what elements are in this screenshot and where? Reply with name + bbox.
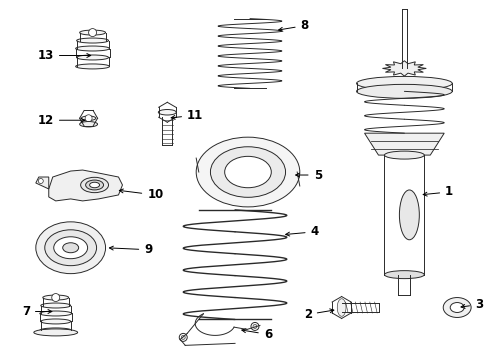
- Ellipse shape: [80, 122, 98, 127]
- Ellipse shape: [357, 84, 452, 98]
- Ellipse shape: [45, 230, 97, 266]
- Ellipse shape: [337, 299, 346, 316]
- Text: 4: 4: [286, 225, 319, 238]
- Ellipse shape: [357, 76, 452, 90]
- Ellipse shape: [41, 303, 71, 308]
- Ellipse shape: [41, 319, 71, 324]
- Circle shape: [89, 28, 97, 37]
- Ellipse shape: [76, 38, 108, 43]
- Ellipse shape: [90, 182, 99, 188]
- Polygon shape: [49, 170, 122, 201]
- Circle shape: [251, 323, 259, 330]
- Circle shape: [52, 293, 60, 302]
- Text: 5: 5: [295, 168, 322, 181]
- Ellipse shape: [210, 147, 286, 197]
- Ellipse shape: [86, 180, 103, 190]
- Polygon shape: [365, 133, 444, 155]
- Ellipse shape: [225, 156, 271, 188]
- Text: 6: 6: [242, 328, 272, 341]
- Ellipse shape: [76, 55, 108, 60]
- Ellipse shape: [40, 328, 72, 333]
- Text: 7: 7: [22, 305, 52, 318]
- Ellipse shape: [158, 109, 176, 115]
- Circle shape: [38, 179, 43, 184]
- Text: 2: 2: [304, 308, 334, 321]
- Polygon shape: [383, 61, 426, 76]
- Text: 13: 13: [38, 49, 91, 62]
- Ellipse shape: [81, 116, 96, 121]
- Ellipse shape: [36, 222, 105, 274]
- Ellipse shape: [81, 177, 108, 193]
- Ellipse shape: [34, 329, 77, 336]
- Ellipse shape: [196, 137, 300, 207]
- Ellipse shape: [63, 243, 78, 253]
- Circle shape: [253, 324, 257, 328]
- Text: 11: 11: [171, 109, 203, 122]
- Polygon shape: [36, 177, 49, 189]
- Ellipse shape: [399, 190, 419, 240]
- Ellipse shape: [385, 151, 424, 159]
- Text: 10: 10: [120, 188, 164, 202]
- Circle shape: [181, 336, 185, 339]
- Text: 9: 9: [109, 243, 152, 256]
- Ellipse shape: [75, 46, 110, 51]
- Text: 1: 1: [423, 185, 453, 198]
- Text: 12: 12: [38, 114, 85, 127]
- Ellipse shape: [443, 298, 471, 318]
- Circle shape: [85, 115, 92, 122]
- Ellipse shape: [54, 237, 88, 259]
- Ellipse shape: [43, 295, 69, 300]
- Text: 3: 3: [461, 298, 483, 311]
- Ellipse shape: [75, 64, 110, 69]
- Ellipse shape: [40, 311, 72, 316]
- Ellipse shape: [80, 30, 105, 35]
- Circle shape: [179, 333, 187, 341]
- Text: 8: 8: [279, 19, 309, 32]
- Ellipse shape: [385, 271, 424, 279]
- Ellipse shape: [450, 302, 464, 312]
